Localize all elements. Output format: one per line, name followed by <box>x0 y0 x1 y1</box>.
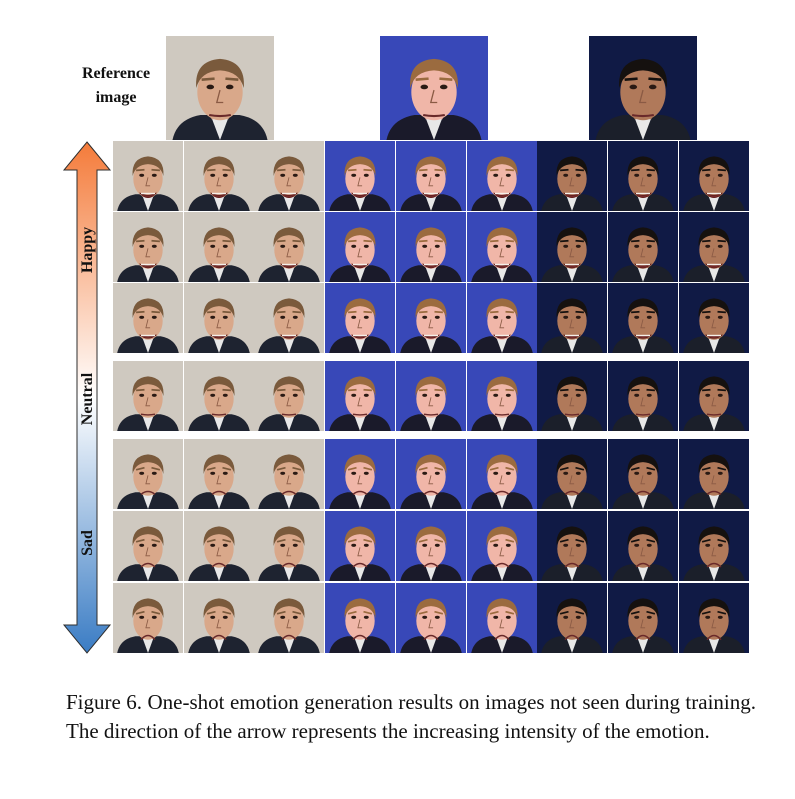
generated-face-subject-2 <box>325 212 396 282</box>
result-row-happy <box>113 283 749 353</box>
generated-face-subject-1 <box>183 583 254 653</box>
emotion-intensity-arrow <box>62 141 112 654</box>
generated-face-subject-3 <box>537 361 608 431</box>
generated-face-subject-3 <box>678 361 749 431</box>
generated-face-subject-2 <box>325 283 396 353</box>
generated-face-subject-2 <box>395 583 466 653</box>
generated-face-subject-1 <box>113 439 183 509</box>
generated-face-subject-1 <box>113 212 183 282</box>
generated-face-subject-2 <box>395 283 466 353</box>
reference-image-subject-3 <box>589 36 697 140</box>
generated-face-subject-3 <box>607 439 678 509</box>
generated-face-subject-1 <box>254 583 325 653</box>
reference-image-label: Reference image <box>81 65 151 106</box>
generated-face-subject-3 <box>607 511 678 581</box>
generated-face-grid <box>113 141 749 653</box>
result-row-happy <box>113 212 749 282</box>
generated-face-subject-2 <box>466 283 537 353</box>
generated-face-subject-1 <box>113 511 183 581</box>
generated-face-subject-2 <box>466 583 537 653</box>
generated-face-subject-3 <box>678 439 749 509</box>
generated-face-subject-3 <box>678 283 749 353</box>
generated-face-subject-2 <box>325 141 396 211</box>
generated-face-subject-3 <box>537 212 608 282</box>
generated-face-subject-1 <box>113 583 183 653</box>
generated-face-subject-2 <box>466 439 537 509</box>
generated-face-subject-2 <box>325 439 396 509</box>
generated-face-subject-2 <box>395 141 466 211</box>
result-row-sad <box>113 583 749 653</box>
figure-caption: Figure 6. One-shot emotion generation re… <box>66 688 756 746</box>
generated-face-subject-2 <box>395 439 466 509</box>
sad-label: Sad <box>79 530 96 556</box>
generated-face-subject-1 <box>113 141 183 211</box>
generated-face-subject-3 <box>607 212 678 282</box>
generated-face-subject-3 <box>607 361 678 431</box>
generated-face-subject-2 <box>466 212 537 282</box>
generated-face-subject-2 <box>325 361 396 431</box>
generated-face-subject-1 <box>183 511 254 581</box>
result-row-happy <box>113 141 749 211</box>
generated-face-subject-2 <box>395 212 466 282</box>
generated-face-subject-3 <box>537 283 608 353</box>
generated-face-subject-1 <box>113 283 183 353</box>
happy-label: Happy <box>79 226 96 274</box>
generated-face-subject-3 <box>607 141 678 211</box>
generated-face-subject-3 <box>678 511 749 581</box>
generated-face-subject-1 <box>183 212 254 282</box>
generated-face-subject-3 <box>537 511 608 581</box>
generated-face-subject-3 <box>537 141 608 211</box>
generated-face-subject-1 <box>254 361 325 431</box>
generated-face-subject-3 <box>678 141 749 211</box>
generated-face-subject-1 <box>183 361 254 431</box>
generated-face-subject-2 <box>395 361 466 431</box>
generated-face-subject-3 <box>678 583 749 653</box>
generated-face-subject-1 <box>183 439 254 509</box>
generated-face-subject-3 <box>537 583 608 653</box>
generated-face-subject-2 <box>466 141 537 211</box>
generated-face-subject-2 <box>466 361 537 431</box>
generated-face-subject-3 <box>607 583 678 653</box>
result-row-sad <box>113 511 749 581</box>
generated-face-subject-3 <box>607 283 678 353</box>
caption-text: One-shot emotion generation results on i… <box>66 690 756 743</box>
generated-face-subject-1 <box>183 141 254 211</box>
generated-face-subject-1 <box>254 439 325 509</box>
generated-face-subject-1 <box>254 141 325 211</box>
generated-face-subject-1 <box>254 283 325 353</box>
figure-label: Figure 6. <box>66 690 143 714</box>
generated-face-subject-2 <box>466 511 537 581</box>
generated-face-subject-1 <box>183 283 254 353</box>
neutral-label: Neutral <box>79 372 96 426</box>
generated-face-subject-2 <box>325 511 396 581</box>
generated-face-subject-1 <box>254 511 325 581</box>
generated-face-subject-3 <box>537 439 608 509</box>
generated-face-subject-3 <box>678 212 749 282</box>
reference-image-subject-1 <box>166 36 274 140</box>
generated-face-subject-2 <box>395 511 466 581</box>
generated-face-subject-1 <box>113 361 183 431</box>
result-row-neutral <box>113 361 749 431</box>
result-row-sad <box>113 439 749 509</box>
generated-face-subject-2 <box>325 583 396 653</box>
reference-image-subject-2 <box>380 36 488 140</box>
generated-face-subject-1 <box>254 212 325 282</box>
